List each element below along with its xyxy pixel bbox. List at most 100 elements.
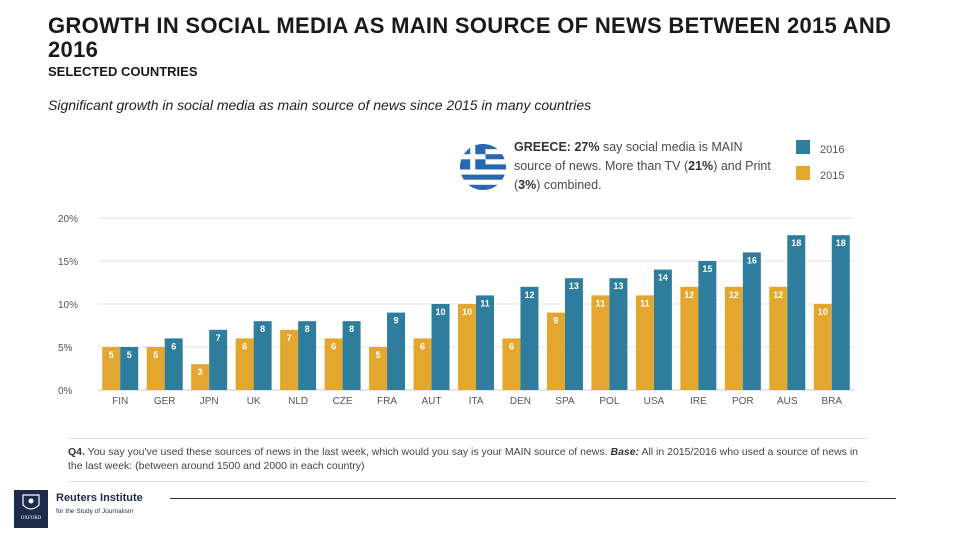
bar-value-label: 12: [773, 290, 783, 300]
x-tick-label: UK: [247, 396, 261, 407]
bar-value-label: 7: [287, 333, 292, 343]
bar-2016: [564, 278, 583, 390]
bar-value-label: 15: [702, 264, 712, 274]
legend-swatch-2015: [796, 166, 810, 180]
bar-value-label: 12: [684, 290, 694, 300]
greece-callout: GREECE: 27% say social media is MAIN sou…: [460, 138, 780, 194]
bar-2016: [609, 278, 628, 390]
bar-2015: [591, 295, 610, 390]
bar-2016: [298, 321, 317, 390]
bar-2015: [146, 347, 165, 390]
callout-text-3: ) combined.: [536, 178, 602, 192]
bar-2016: [120, 347, 139, 390]
bar-chart: 0% 5% 10% 15% 20% 5 5 FIN 5 6 GER 3 7 JPN 6 8 UK 7 8 NLD 6 8 C…: [58, 214, 854, 407]
x-tick-label: GER: [154, 396, 176, 407]
bar-2016: [476, 295, 494, 390]
bar-value-label: 10: [818, 307, 828, 317]
footnote-base-text: All in 2015/2016 who used a source of ne…: [68, 446, 858, 472]
bar-value-label: 11: [480, 298, 490, 308]
x-tick-label: SPA: [555, 396, 575, 407]
y-tick-label: 20%: [58, 214, 78, 225]
bar-value-label: 14: [658, 273, 668, 283]
x-tick-label: BRA: [821, 396, 842, 407]
bar-2016: [209, 329, 228, 390]
x-tick-label: IRE: [690, 396, 707, 407]
bar-2015: [413, 338, 432, 390]
bar-value-label: 5: [153, 350, 158, 360]
page-title: GROWTH IN SOCIAL MEDIA AS MAIN SOURCE OF…: [48, 13, 892, 62]
bar-2015: [280, 329, 299, 390]
footnote-base-label: Base:: [610, 446, 640, 458]
lead-text: Significant growth in social media as ma…: [48, 97, 592, 113]
bar-value-label: 10: [436, 307, 446, 317]
bar-value-label: 6: [242, 341, 247, 351]
bar-value-label: 8: [349, 324, 354, 334]
bar-2015: [724, 286, 743, 390]
x-tick-label: FIN: [112, 396, 128, 407]
x-tick-label: JPN: [200, 396, 219, 407]
callout-share: 27%: [574, 140, 600, 154]
x-tick-label: ITA: [469, 396, 484, 407]
callout-print: 3%: [518, 178, 537, 192]
bar-2016: [253, 321, 272, 390]
bar-2015: [546, 312, 565, 390]
bar-value-label: 7: [216, 333, 221, 343]
bar-2015: [635, 295, 654, 390]
bar-value-label: 5: [109, 350, 114, 360]
y-tick-label: 10%: [58, 300, 78, 311]
bar-2015: [502, 338, 521, 390]
bar-2015: [235, 338, 254, 390]
legend-swatch-2016: [796, 140, 810, 154]
y-tick-label: 0%: [58, 386, 73, 397]
footnote-question: Q4.: [68, 446, 85, 458]
reuters-institute-logo: OXFORD Reuters Institute for the Study o…: [14, 490, 174, 530]
bar-value-label: 5: [376, 350, 381, 360]
bar-value-label: 12: [524, 290, 534, 300]
bar-2016: [653, 269, 672, 390]
callout-tv: 21%: [688, 159, 714, 173]
bar-value-label: 3: [198, 367, 203, 377]
bar-2016: [742, 252, 761, 390]
bar-value-label: 8: [260, 324, 265, 334]
bar-2015: [458, 304, 476, 390]
bar-value-label: 12: [729, 290, 739, 300]
bar-value-label: 10: [462, 307, 472, 317]
x-tick-label: DEN: [510, 396, 531, 407]
bar-value-label: 13: [613, 281, 623, 291]
x-tick-label: NLD: [288, 396, 308, 407]
callout-text: GREECE: 27% say social media is MAIN sou…: [514, 138, 774, 195]
bar-2015: [813, 304, 832, 390]
bar-2015: [191, 364, 210, 390]
bar-2016: [520, 286, 539, 390]
footnote: Q4. You say you've used these sources of…: [68, 438, 868, 482]
x-tick-label: POR: [732, 396, 754, 407]
x-tick-label: POL: [599, 396, 619, 407]
bar-value-label: 13: [569, 281, 579, 291]
x-tick-label: CZE: [333, 396, 353, 407]
bar-2015: [102, 347, 121, 390]
page-subtitle: SELECTED COUNTRIES: [48, 64, 198, 79]
bar-value-label: 5: [127, 350, 132, 360]
bar-2015: [324, 338, 343, 390]
bar-2016: [431, 304, 450, 390]
bar-2016: [342, 321, 361, 390]
bar-value-label: 9: [553, 316, 558, 326]
x-tick-label: AUS: [777, 396, 798, 407]
bar-value-label: 6: [171, 341, 176, 351]
bar-value-label: 8: [305, 324, 310, 334]
x-tick-label: AUT: [422, 396, 442, 407]
bar-2016: [698, 261, 717, 390]
divider: [170, 498, 896, 499]
bar-value-label: 6: [509, 341, 514, 351]
callout-country: GREECE:: [514, 140, 571, 154]
bar-value-label: 18: [836, 238, 846, 248]
oxford-crest-icon: OXFORD: [14, 490, 48, 528]
callout-text-2: ) and Print (: [514, 159, 771, 192]
bar-value-label: 6: [331, 341, 336, 351]
brand-subtitle: for the Study of Journalism: [56, 508, 134, 515]
brand-name: Reuters Institute: [56, 492, 143, 504]
bar-2016: [787, 235, 806, 390]
x-tick-label: USA: [644, 396, 665, 407]
footnote-text: You say you've used these sources of new…: [87, 446, 608, 458]
bar-2015: [369, 347, 388, 390]
